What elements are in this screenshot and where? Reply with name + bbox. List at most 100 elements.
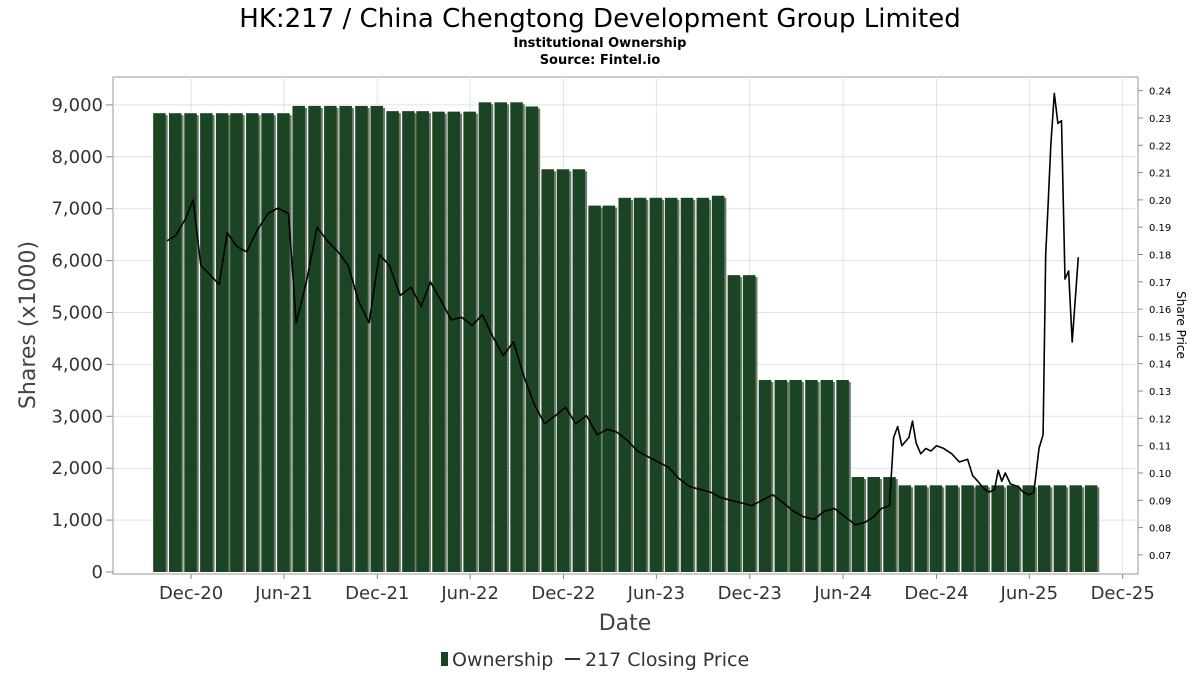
ownership-bar xyxy=(961,485,974,572)
y-tick-label: 0 xyxy=(92,562,103,583)
ownership-bar xyxy=(680,197,694,572)
y2-tick-label: 0.13 xyxy=(1149,387,1171,398)
ownership-bar xyxy=(277,113,290,572)
ownership-bar xyxy=(588,205,601,572)
y-tick-label: 8,000 xyxy=(51,147,103,168)
y2-tick-label: 0.21 xyxy=(1149,169,1171,180)
ownership-bar xyxy=(945,485,959,572)
ownership-bar xyxy=(914,485,927,572)
ownership-bar xyxy=(463,111,476,572)
y2-tick-label: 0.10 xyxy=(1149,469,1171,480)
ownership-bar xyxy=(402,111,415,573)
ownership-bar xyxy=(1022,485,1036,572)
ownership-bar xyxy=(664,197,678,572)
x-tick-label: Jun-23 xyxy=(627,583,686,604)
ownership-bar xyxy=(836,379,849,572)
ownership-bar xyxy=(1037,485,1051,572)
legend-ownership-label: Ownership xyxy=(452,649,553,671)
y-tick-label: 6,000 xyxy=(51,251,103,272)
ownership-bar xyxy=(883,477,896,572)
y2-tick-label: 0.24 xyxy=(1149,87,1171,98)
ownership-bar xyxy=(711,195,725,572)
ownership-bar xyxy=(633,197,647,572)
ownership-bar xyxy=(898,485,912,572)
ownership-bar xyxy=(215,113,229,572)
ownership-bar xyxy=(355,105,368,573)
ownership-bar xyxy=(556,169,570,573)
price-line xyxy=(166,92,1080,526)
y2-tick-label: 0.11 xyxy=(1149,442,1171,453)
ownership-bar xyxy=(1069,485,1083,572)
y2-tick-label: 0.15 xyxy=(1149,332,1171,343)
ownership-bar xyxy=(525,106,539,572)
y-tick-label: 4,000 xyxy=(51,354,103,375)
ownership-bar xyxy=(339,105,352,573)
y2-tick-label: 0.22 xyxy=(1149,141,1171,152)
x-tick-label: Dec-24 xyxy=(904,583,968,604)
y2-tick-label: 0.09 xyxy=(1149,496,1171,507)
x-tick-label: Dec-25 xyxy=(1091,583,1155,604)
y-tick-label: 5,000 xyxy=(51,303,103,324)
legend-price-label: 217 Closing Price xyxy=(585,649,749,671)
x-tick-label: Jun-24 xyxy=(813,583,872,604)
y-tick-label: 2,000 xyxy=(51,458,103,479)
ownership-bar xyxy=(1053,485,1067,572)
ownership-bar xyxy=(649,197,663,572)
ownership-bar xyxy=(867,477,880,572)
y-tick-label: 7,000 xyxy=(51,199,103,220)
ownership-bar xyxy=(991,485,1004,572)
ownership-bar xyxy=(572,169,586,573)
x-tick-label: Dec-23 xyxy=(718,583,782,604)
ownership-bar xyxy=(774,379,788,572)
y2-tick-label: 0.17 xyxy=(1149,278,1171,289)
ownership-bar xyxy=(261,113,274,572)
ownership-bar xyxy=(975,485,989,572)
ownership-bar xyxy=(153,113,166,572)
line-layer xyxy=(166,92,1080,526)
ownership-bar xyxy=(494,102,508,573)
ownership-bar xyxy=(370,105,384,573)
ownership-bar xyxy=(478,102,492,573)
x-tick-label: Jun-25 xyxy=(1000,583,1059,604)
ownership-bar xyxy=(1006,485,1020,572)
y2-axis-label: Share Price xyxy=(1174,291,1188,359)
y2-tick-label: 0.08 xyxy=(1149,524,1171,535)
legend: Ownership 217 Closing Price xyxy=(441,649,749,671)
x-tick-label: Dec-20 xyxy=(159,583,223,604)
ownership-bar xyxy=(447,111,461,572)
y2-tick-label: 0.14 xyxy=(1149,360,1171,371)
ownership-bar xyxy=(727,275,741,572)
y2-tick-label: 0.07 xyxy=(1149,551,1171,562)
ownership-bar xyxy=(602,205,616,572)
ownership-bar xyxy=(386,111,399,573)
ownership-bar xyxy=(805,379,818,572)
chart-subtitle: Institutional Ownership xyxy=(514,36,687,51)
ownership-bar xyxy=(416,111,429,573)
y2-tick-label: 0.23 xyxy=(1149,114,1171,125)
ownership-bar xyxy=(324,105,337,573)
ownership-bar xyxy=(246,113,259,572)
y2-tick-label: 0.20 xyxy=(1149,196,1171,207)
ownership-bar xyxy=(510,102,523,573)
y-tick-label: 3,000 xyxy=(51,406,103,427)
x-tick-label: Jun-21 xyxy=(254,583,313,604)
x-tick-label: Dec-22 xyxy=(531,583,595,604)
y-tick-label: 9,000 xyxy=(51,95,103,116)
y2-tick-label: 0.19 xyxy=(1149,223,1171,234)
ownership-bar xyxy=(168,113,182,572)
ownership-bar xyxy=(1084,485,1098,572)
ownership-bar xyxy=(184,113,197,572)
ownership-bar xyxy=(200,113,213,572)
axis-layer: 0 1,000 2,000 3,000 4,000 5,000 6,000 7,000 8,00… xyxy=(51,87,1171,604)
chart-source: Source: Fintel.io xyxy=(540,53,661,68)
ownership-bar xyxy=(929,485,943,572)
ownership-bar xyxy=(789,379,802,572)
x-tick-label: Jun-22 xyxy=(440,583,499,604)
ownership-bar xyxy=(758,379,772,572)
x-axis-label: Date xyxy=(599,611,652,636)
ownership-bar xyxy=(292,105,305,573)
ownership-bar xyxy=(696,197,710,572)
ownership-bar xyxy=(541,169,554,573)
